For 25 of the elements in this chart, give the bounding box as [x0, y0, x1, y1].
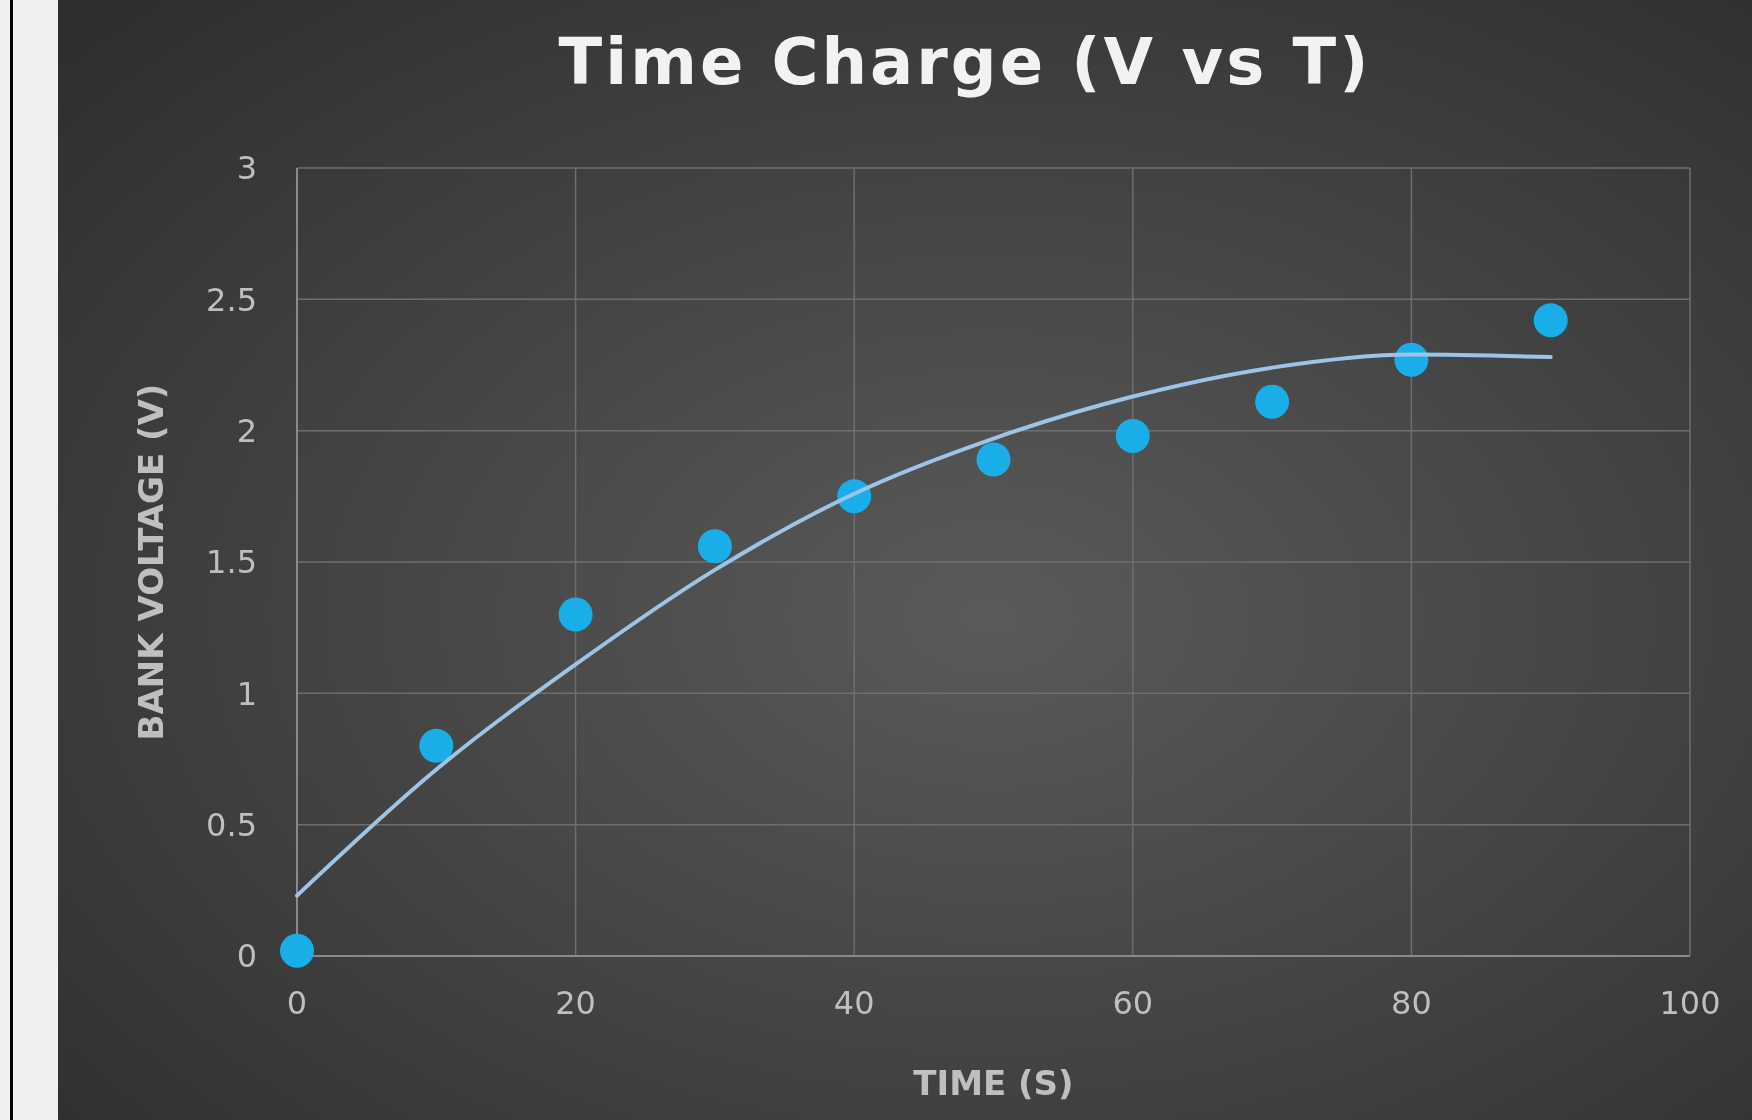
y-tick-label: 0.5 [206, 805, 257, 844]
y-tick-label: 3 [236, 149, 257, 188]
x-axis-title: TIME (S) [913, 1063, 1074, 1103]
chart-title: Time Charge (V vs T) [558, 25, 1372, 99]
x-tick-label: 0 [286, 984, 308, 1022]
point [697, 529, 732, 564]
y-tick-label: 0 [236, 937, 257, 976]
point [976, 442, 1011, 477]
y-tick-label: 1.5 [206, 543, 257, 582]
y-tick-label: 1 [236, 674, 257, 713]
point [1533, 303, 1568, 338]
point [280, 933, 314, 968]
x-tick-label: 80 [1391, 984, 1432, 1022]
x-tick-label: 40 [833, 984, 875, 1022]
point [419, 728, 454, 763]
y-axis-title: BANK VOLTAGE (V) [131, 383, 171, 741]
y-tick-label: 2 [236, 411, 257, 450]
y-tick-label: 2.5 [206, 280, 257, 319]
line-series [295, 352, 1553, 898]
x-tick-label: 60 [1112, 984, 1154, 1022]
point [558, 597, 593, 632]
x-tick-label: 20 [555, 984, 596, 1022]
x-tick-label: 100 [1659, 984, 1721, 1022]
point [1255, 384, 1290, 419]
point [1115, 418, 1150, 453]
